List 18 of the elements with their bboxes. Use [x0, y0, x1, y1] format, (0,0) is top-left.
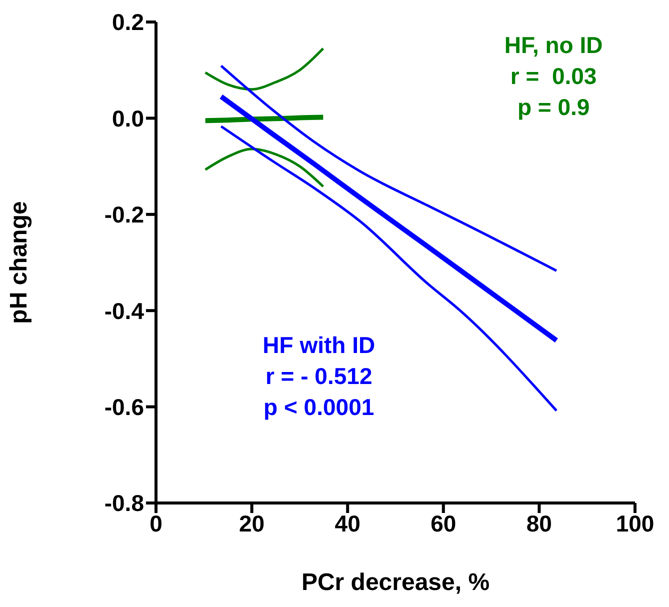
- y-tick-label: 0.0: [112, 105, 144, 132]
- x-axis-title: PCr decrease, %: [301, 569, 490, 596]
- x-tick-label: 60: [430, 510, 456, 536]
- line-series: [204, 148, 324, 188]
- x-tick-label: 0: [150, 510, 162, 536]
- y-tick-label: 0.2: [112, 9, 144, 36]
- x-tick-label: 20: [239, 510, 265, 536]
- x-tick-label: 80: [526, 510, 552, 536]
- x-tick-label: 100: [616, 510, 654, 536]
- y-axis-title: pH change: [6, 201, 33, 324]
- y-tick-label: -0.2: [104, 202, 144, 228]
- x-tick-label: 40: [334, 510, 360, 536]
- y-tick-label: -0.8: [104, 490, 144, 516]
- y-tick-label: -0.6: [104, 394, 144, 420]
- annotation: HF, no ID r = 0.03 p = 0.9: [504, 31, 603, 122]
- line-series: [204, 47, 324, 91]
- annotation: HF with ID r = - 0.512 p < 0.0001: [262, 330, 376, 422]
- y-tick-label: -0.4: [104, 298, 144, 324]
